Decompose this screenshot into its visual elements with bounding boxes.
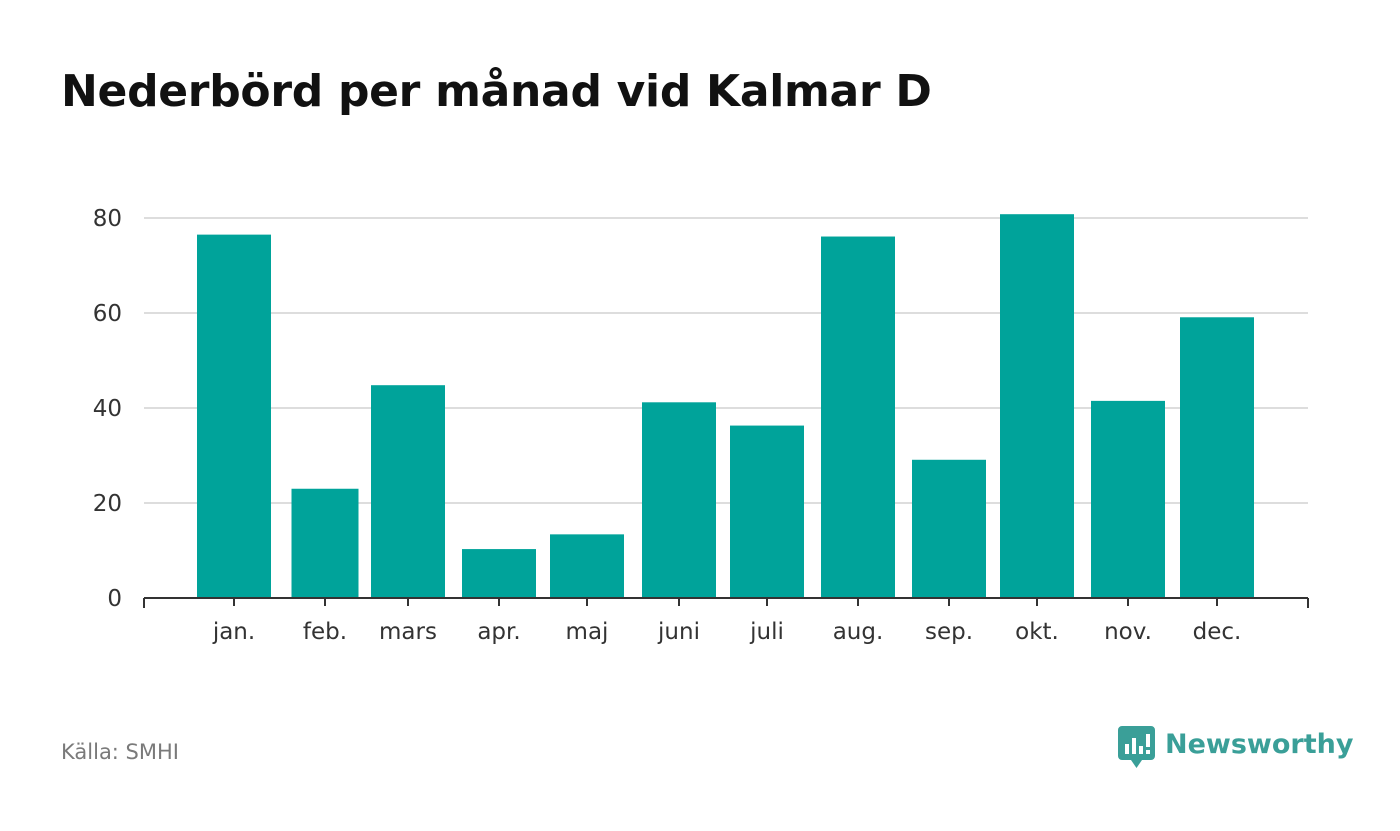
source-note: Källa: SMHI <box>61 740 179 764</box>
bar-apr <box>462 549 536 598</box>
bar-dec <box>1180 317 1254 598</box>
bars <box>197 214 1254 598</box>
x-tick-label: maj <box>566 619 609 645</box>
x-tick-label: jan. <box>212 619 255 645</box>
y-tick-label: 40 <box>93 396 122 422</box>
x-tick-label: okt. <box>1015 619 1059 645</box>
bar-nov <box>1091 400 1165 598</box>
brand: Newsworthy <box>1118 726 1353 772</box>
bar-maj <box>550 534 624 598</box>
brand-name: Newsworthy <box>1165 729 1354 760</box>
x-tick-label: aug. <box>833 619 884 645</box>
x-axis <box>143 597 1309 608</box>
x-tick-label: juli <box>749 619 784 645</box>
bar-okt <box>1000 214 1074 598</box>
y-tick-label: 0 <box>107 586 122 612</box>
bar-feb <box>291 488 359 598</box>
bar-mars <box>371 385 445 598</box>
x-tick-label: sep. <box>925 619 973 645</box>
bar-juli <box>730 425 804 598</box>
x-tick-label: dec. <box>1193 619 1242 645</box>
x-tick-label: mars <box>379 619 437 645</box>
newsworthy-logo-icon <box>1118 726 1155 768</box>
chart-title: Nederbörd per månad vid Kalmar D <box>61 66 932 117</box>
bar-chart: 0 20 40 60 80 jan. feb. mars apr. maj juni juli aug… <box>93 206 1309 645</box>
bar-sep <box>912 459 986 598</box>
x-tick-label: feb. <box>303 619 347 645</box>
x-tick-label: nov. <box>1104 619 1152 645</box>
y-tick-label: 60 <box>93 301 122 327</box>
y-tick-label: 20 <box>93 491 122 517</box>
y-axis-tick-labels: 0 20 40 60 80 <box>93 206 122 612</box>
bar-aug <box>821 236 895 598</box>
bar-juni <box>642 402 716 598</box>
x-axis-tick-labels: jan. feb. mars apr. maj juni juli aug. sep. okt. n… <box>212 619 1242 645</box>
bar-jan <box>197 234 271 598</box>
x-tick-label: apr. <box>477 619 520 645</box>
y-tick-label: 80 <box>93 206 122 232</box>
x-tick-label: juni <box>657 619 700 645</box>
